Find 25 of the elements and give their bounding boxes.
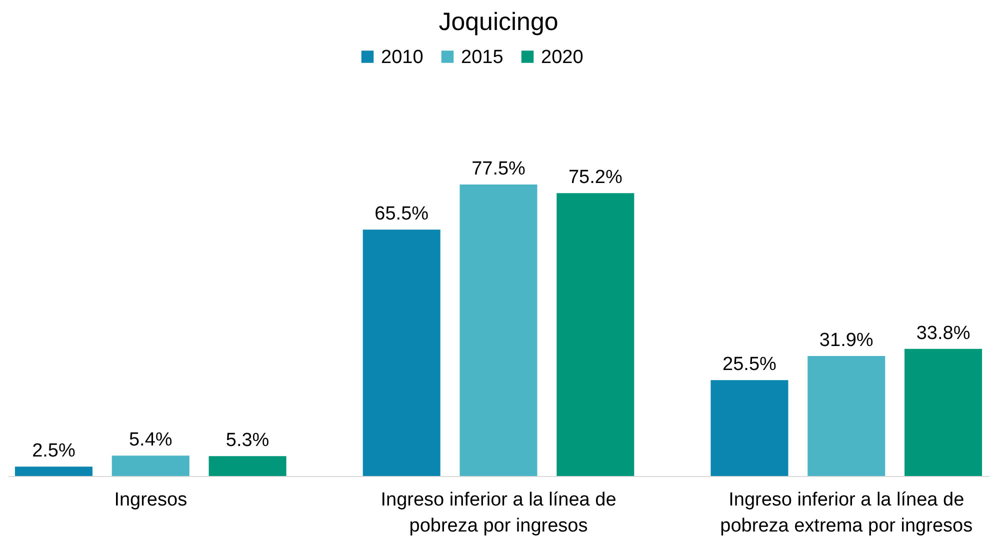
bar [808,356,886,476]
data-label: 31.9% [819,330,874,351]
data-label: 77.5% [472,158,526,180]
x-tick-label: Ingreso inferior a la línea de pobreza por ingresos [380,490,616,536]
bar [112,456,190,476]
bar [460,184,538,476]
data-label: 33.8% [916,322,970,344]
bar [556,193,634,476]
x-tick-label: Ingreso inferior a la línea de pobreza extrema por ingresos [720,490,973,536]
bar [904,348,982,476]
data-label: 5.3% [226,430,270,452]
data-label: 2.5% [32,440,76,462]
chart-title: Joquicingo [438,8,558,36]
x-tick-label: Ingresos [114,490,188,510]
legend-label: 2010 [381,46,424,68]
bar [362,230,440,476]
data-label: 65.5% [374,204,429,225]
data-label: 5.4% [128,430,172,451]
bar [14,466,92,476]
legend-label: 2020 [541,46,584,68]
legend-label: 2015 [461,46,504,68]
bar [710,380,788,476]
data-label: 75.2% [568,167,622,188]
data-label: 25.5% [722,354,777,376]
bar [208,456,286,476]
